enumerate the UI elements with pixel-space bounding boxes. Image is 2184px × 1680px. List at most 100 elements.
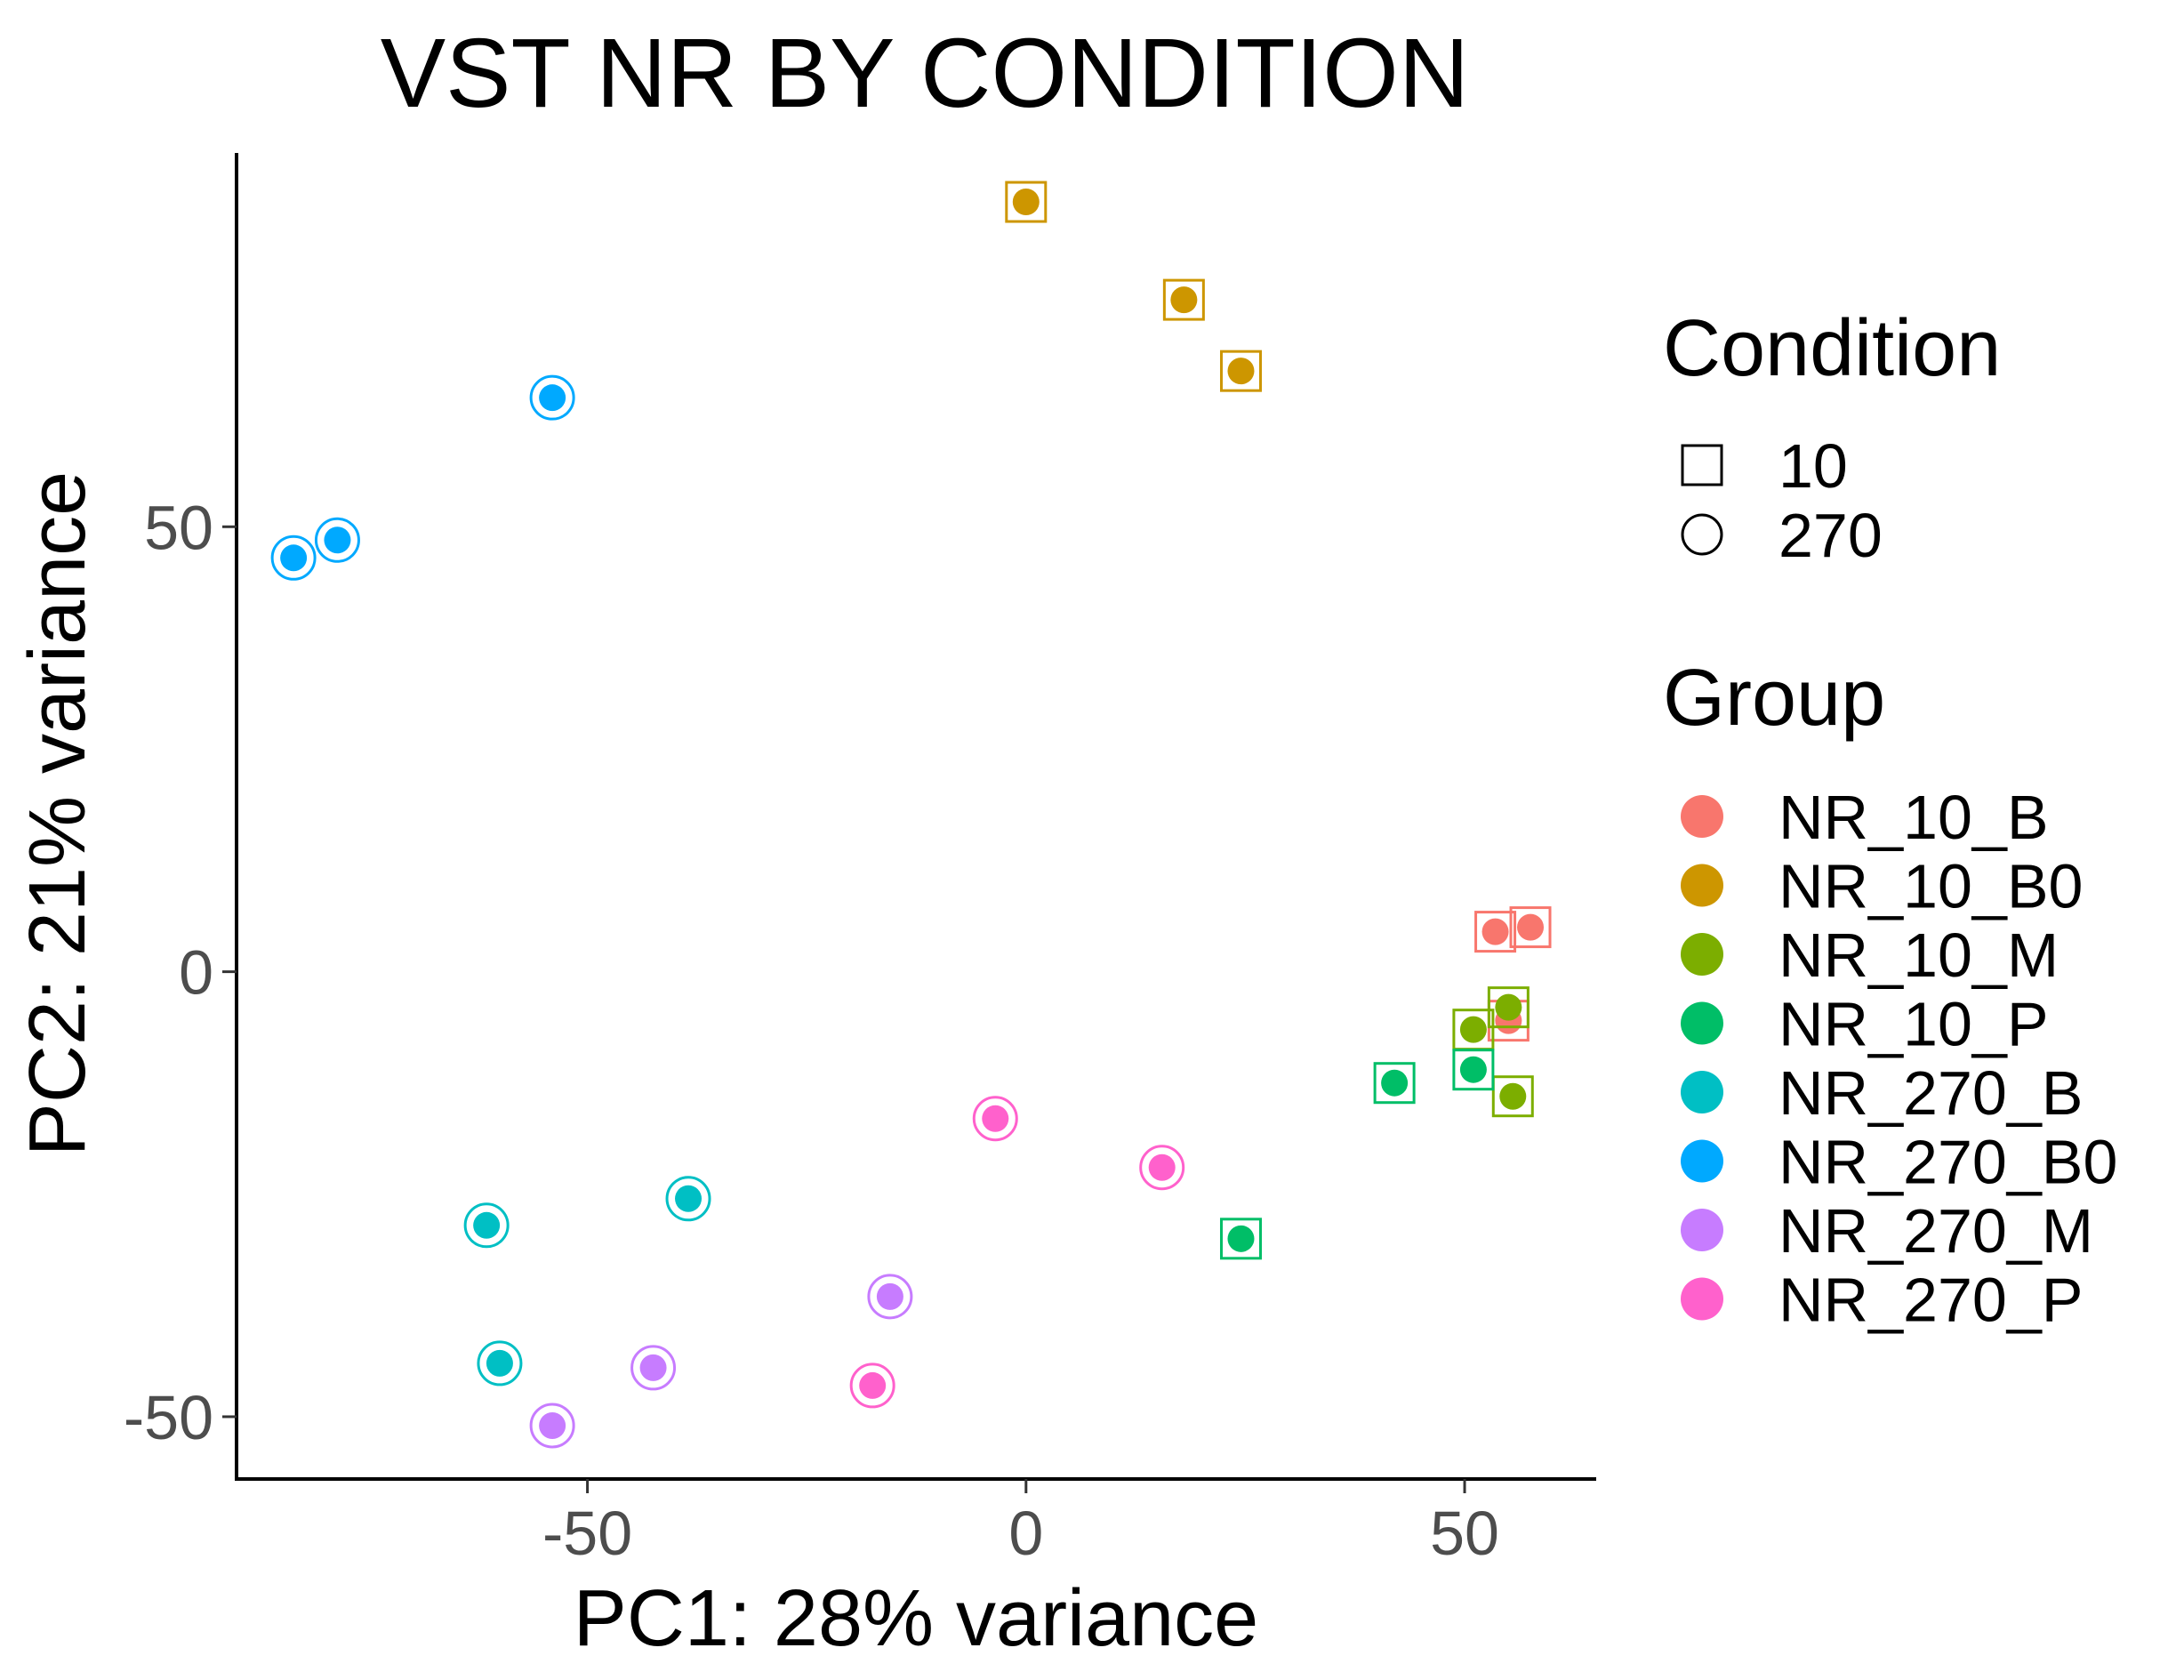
data-point — [630, 1345, 677, 1391]
condition-square-marker — [1509, 906, 1552, 949]
legend-square-icon — [1681, 444, 1723, 486]
condition-square-marker — [1474, 911, 1517, 953]
y-axis-ticks: -50 0 50 — [124, 493, 237, 1452]
data-point — [1491, 1075, 1534, 1118]
group-dot-marker — [1499, 1082, 1527, 1110]
group-dot-marker — [982, 1105, 1009, 1132]
data-point — [463, 1202, 510, 1249]
condition-circle-marker — [270, 535, 317, 581]
group-dot-marker — [1012, 189, 1040, 216]
legend-swatch — [1681, 933, 1723, 976]
condition-circle-marker — [477, 1340, 523, 1387]
group-dot-marker — [1481, 918, 1509, 945]
group-dot-marker — [280, 544, 308, 572]
data-point — [972, 1096, 1018, 1142]
x-tick-label: 50 — [1430, 1499, 1499, 1568]
legend-swatch — [1681, 1001, 1723, 1045]
data-point — [477, 1340, 523, 1387]
group-dot-marker — [1495, 993, 1522, 1021]
condition-legend-title: Condition — [1663, 304, 2001, 393]
group-dot-marker — [675, 1185, 703, 1212]
group-dot-marker — [1459, 1056, 1487, 1083]
data-point — [314, 517, 360, 563]
group-dot-marker — [539, 1411, 566, 1439]
data-point — [1474, 911, 1517, 953]
condition-circle-marker — [849, 1362, 895, 1409]
group-legend-label: NR_10_B0 — [1779, 852, 2083, 921]
y-axis-title: PC2: 21% variance — [13, 471, 102, 1156]
y-tick-label: 50 — [144, 493, 213, 562]
group-dot-marker — [1227, 1225, 1255, 1252]
legend-circle-icon — [1681, 513, 1723, 556]
group-legend-label: NR_270_P — [1779, 1266, 2083, 1335]
data-point — [1487, 986, 1530, 1029]
condition-legend-label: 270 — [1779, 501, 1883, 570]
group-legend-label: NR_270_B0 — [1779, 1128, 2117, 1197]
condition-circle-marker — [463, 1202, 510, 1249]
group-legend-title: Group — [1663, 654, 1885, 743]
condition-square-marker — [1452, 1049, 1495, 1091]
data-point — [665, 1176, 711, 1222]
condition-square-marker — [1491, 1075, 1534, 1118]
group-dot-marker — [1227, 358, 1255, 385]
data-point — [1005, 181, 1048, 223]
data-point — [1373, 1062, 1416, 1105]
condition-square-marker — [1162, 278, 1205, 321]
group-dot-marker — [1148, 1153, 1176, 1181]
group-dot-marker — [876, 1282, 903, 1310]
data-point — [1452, 1049, 1495, 1091]
condition-square-marker — [1219, 1218, 1262, 1260]
data-point — [849, 1362, 895, 1409]
condition-circle-marker — [665, 1176, 711, 1222]
condition-circle-marker — [529, 374, 575, 421]
condition-circle-marker — [529, 1403, 575, 1449]
group-dot-marker — [539, 384, 566, 412]
condition-circle-marker — [1139, 1145, 1185, 1191]
condition-square-marker — [1219, 350, 1262, 392]
group-dot-marker — [859, 1371, 887, 1399]
x-axis-ticks: -50 0 50 — [542, 1479, 1499, 1568]
data-point — [270, 535, 317, 581]
condition-square-marker — [1373, 1062, 1416, 1105]
legend-swatch — [1681, 864, 1723, 907]
data-point — [1452, 1009, 1495, 1051]
data-point — [867, 1274, 913, 1320]
x-axis-title: PC1: 28% variance — [574, 1574, 1258, 1663]
condition-legend-label: 10 — [1779, 431, 1848, 501]
group-dot-marker — [1170, 286, 1198, 314]
y-tick-label: 0 — [179, 938, 213, 1008]
group-dot-marker — [486, 1349, 513, 1377]
data-point — [1219, 1218, 1262, 1260]
y-tick-label: -50 — [124, 1383, 213, 1452]
group-legend-label: NR_10_M — [1779, 920, 2059, 990]
group-legend-label: NR_10_P — [1779, 990, 2049, 1059]
group-legend-label: NR_270_M — [1779, 1196, 2093, 1266]
legend-swatch — [1681, 1139, 1723, 1183]
group-dot-marker — [1517, 913, 1545, 941]
data-point — [1509, 906, 1552, 949]
condition-square-marker — [1005, 181, 1048, 223]
group-dot-marker — [324, 527, 351, 554]
legend-swatch — [1681, 1071, 1723, 1113]
condition-square-marker — [1487, 986, 1530, 1029]
legend-swatch — [1681, 1209, 1723, 1251]
data-point — [1162, 278, 1205, 321]
data-point — [529, 374, 575, 421]
group-dot-marker — [473, 1211, 501, 1239]
legend-swatch — [1681, 1277, 1723, 1321]
plot-area: -50 0 50 -50 0 50 — [124, 153, 1596, 1568]
group-dot-marker — [639, 1354, 667, 1381]
condition-circle-marker — [972, 1096, 1018, 1142]
condition-circle-marker — [630, 1345, 677, 1391]
group-legend: NR_10_BNR_10_B0NR_10_MNR_10_PNR_270_BNR_… — [1681, 783, 2117, 1335]
x-tick-label: -50 — [542, 1499, 632, 1568]
group-dot-marker — [1459, 1016, 1487, 1043]
group-legend-label: NR_270_B — [1779, 1058, 2083, 1128]
legend-swatch — [1681, 795, 1723, 838]
data-point — [529, 1403, 575, 1449]
group-dot-marker — [1381, 1069, 1409, 1097]
group-legend-label: NR_10_B — [1779, 783, 2049, 852]
